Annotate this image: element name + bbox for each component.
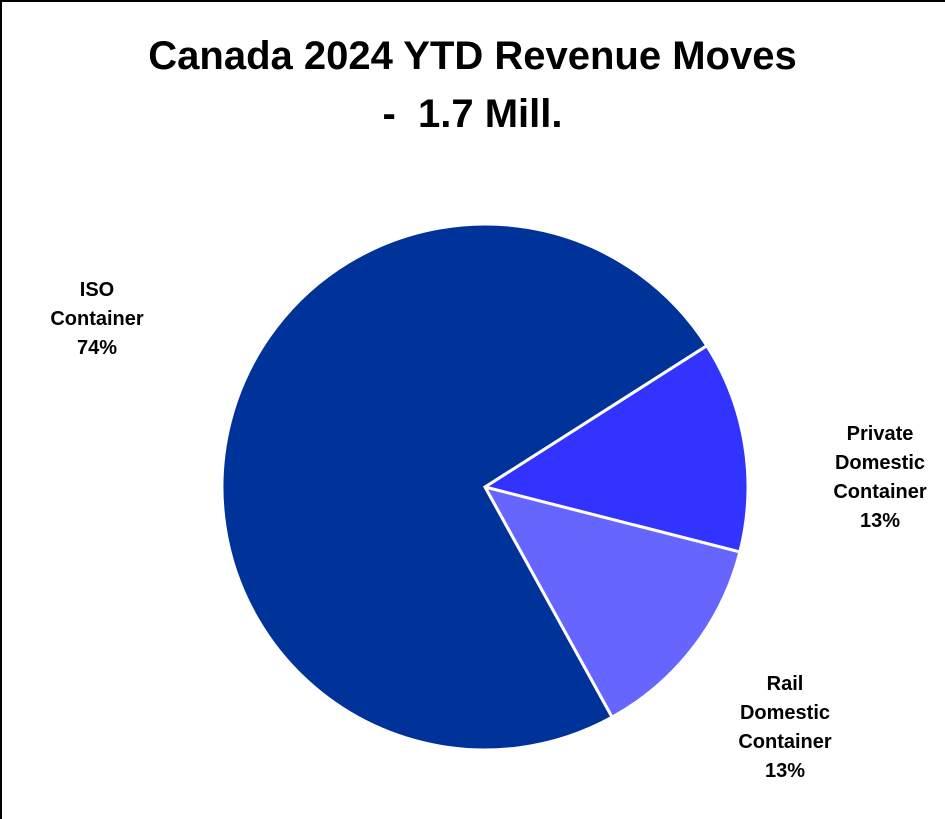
slice-label: Private Domestic Container 13% <box>824 420 936 536</box>
pie-slice <box>220 222 709 752</box>
value-label: 13% <box>859 510 901 532</box>
category-label: Private Domestic Container <box>833 423 927 503</box>
pie-slice <box>481 343 750 554</box>
value-label: 13% <box>764 760 806 782</box>
slice-label: Rail Domestic Container 13% <box>729 670 841 786</box>
chart-title: - 1.7 Mill. <box>382 92 563 136</box>
pie-slice <box>482 484 742 720</box>
chart-title: Canada 2024 YTD Revenue Moves <box>148 34 797 78</box>
value-label: 74% <box>76 337 118 359</box>
category-label: Rail Domestic Container <box>738 673 832 753</box>
category-label: ISO Container <box>50 279 144 330</box>
slice-label: ISO Container 74% <box>41 276 153 363</box>
